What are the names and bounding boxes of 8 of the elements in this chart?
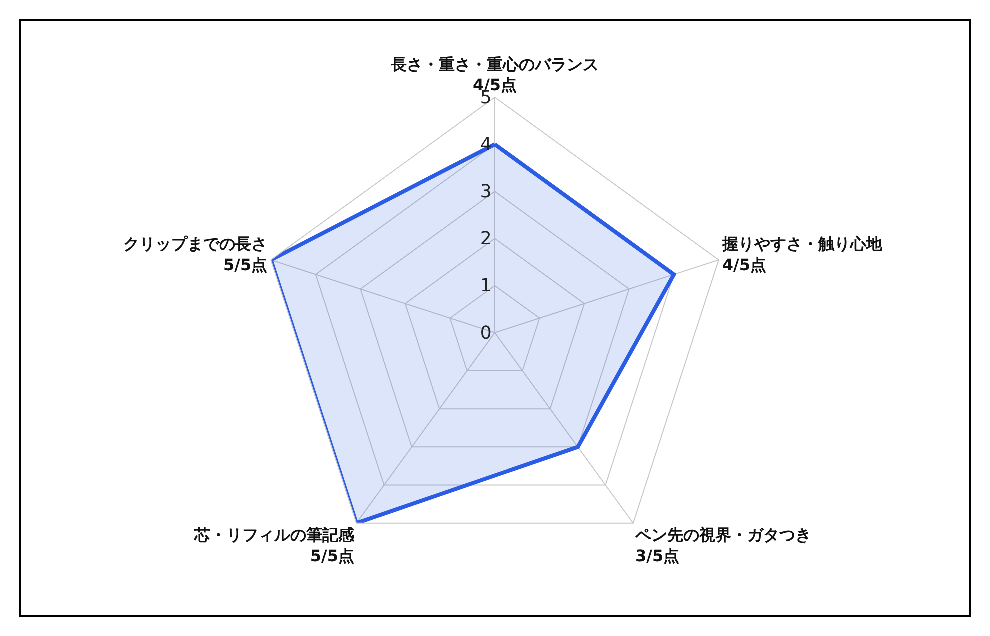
spoke-label: 芯・リフィルの筆記感 5/5点 <box>193 526 356 566</box>
spoke-label: クリップまでの長さ 5/5点 <box>124 234 268 275</box>
spoke-label: 握りやすさ・触り心地 4/5点 <box>721 234 884 275</box>
spoke-label: ペン先の視界・ガタつき 3/5点 <box>634 526 812 566</box>
y-tick-label: 1 <box>480 276 492 297</box>
y-tick-label: 2 <box>480 228 492 250</box>
y-tick-label: 0 <box>480 322 492 344</box>
y-tick-label: 3 <box>480 182 492 202</box>
